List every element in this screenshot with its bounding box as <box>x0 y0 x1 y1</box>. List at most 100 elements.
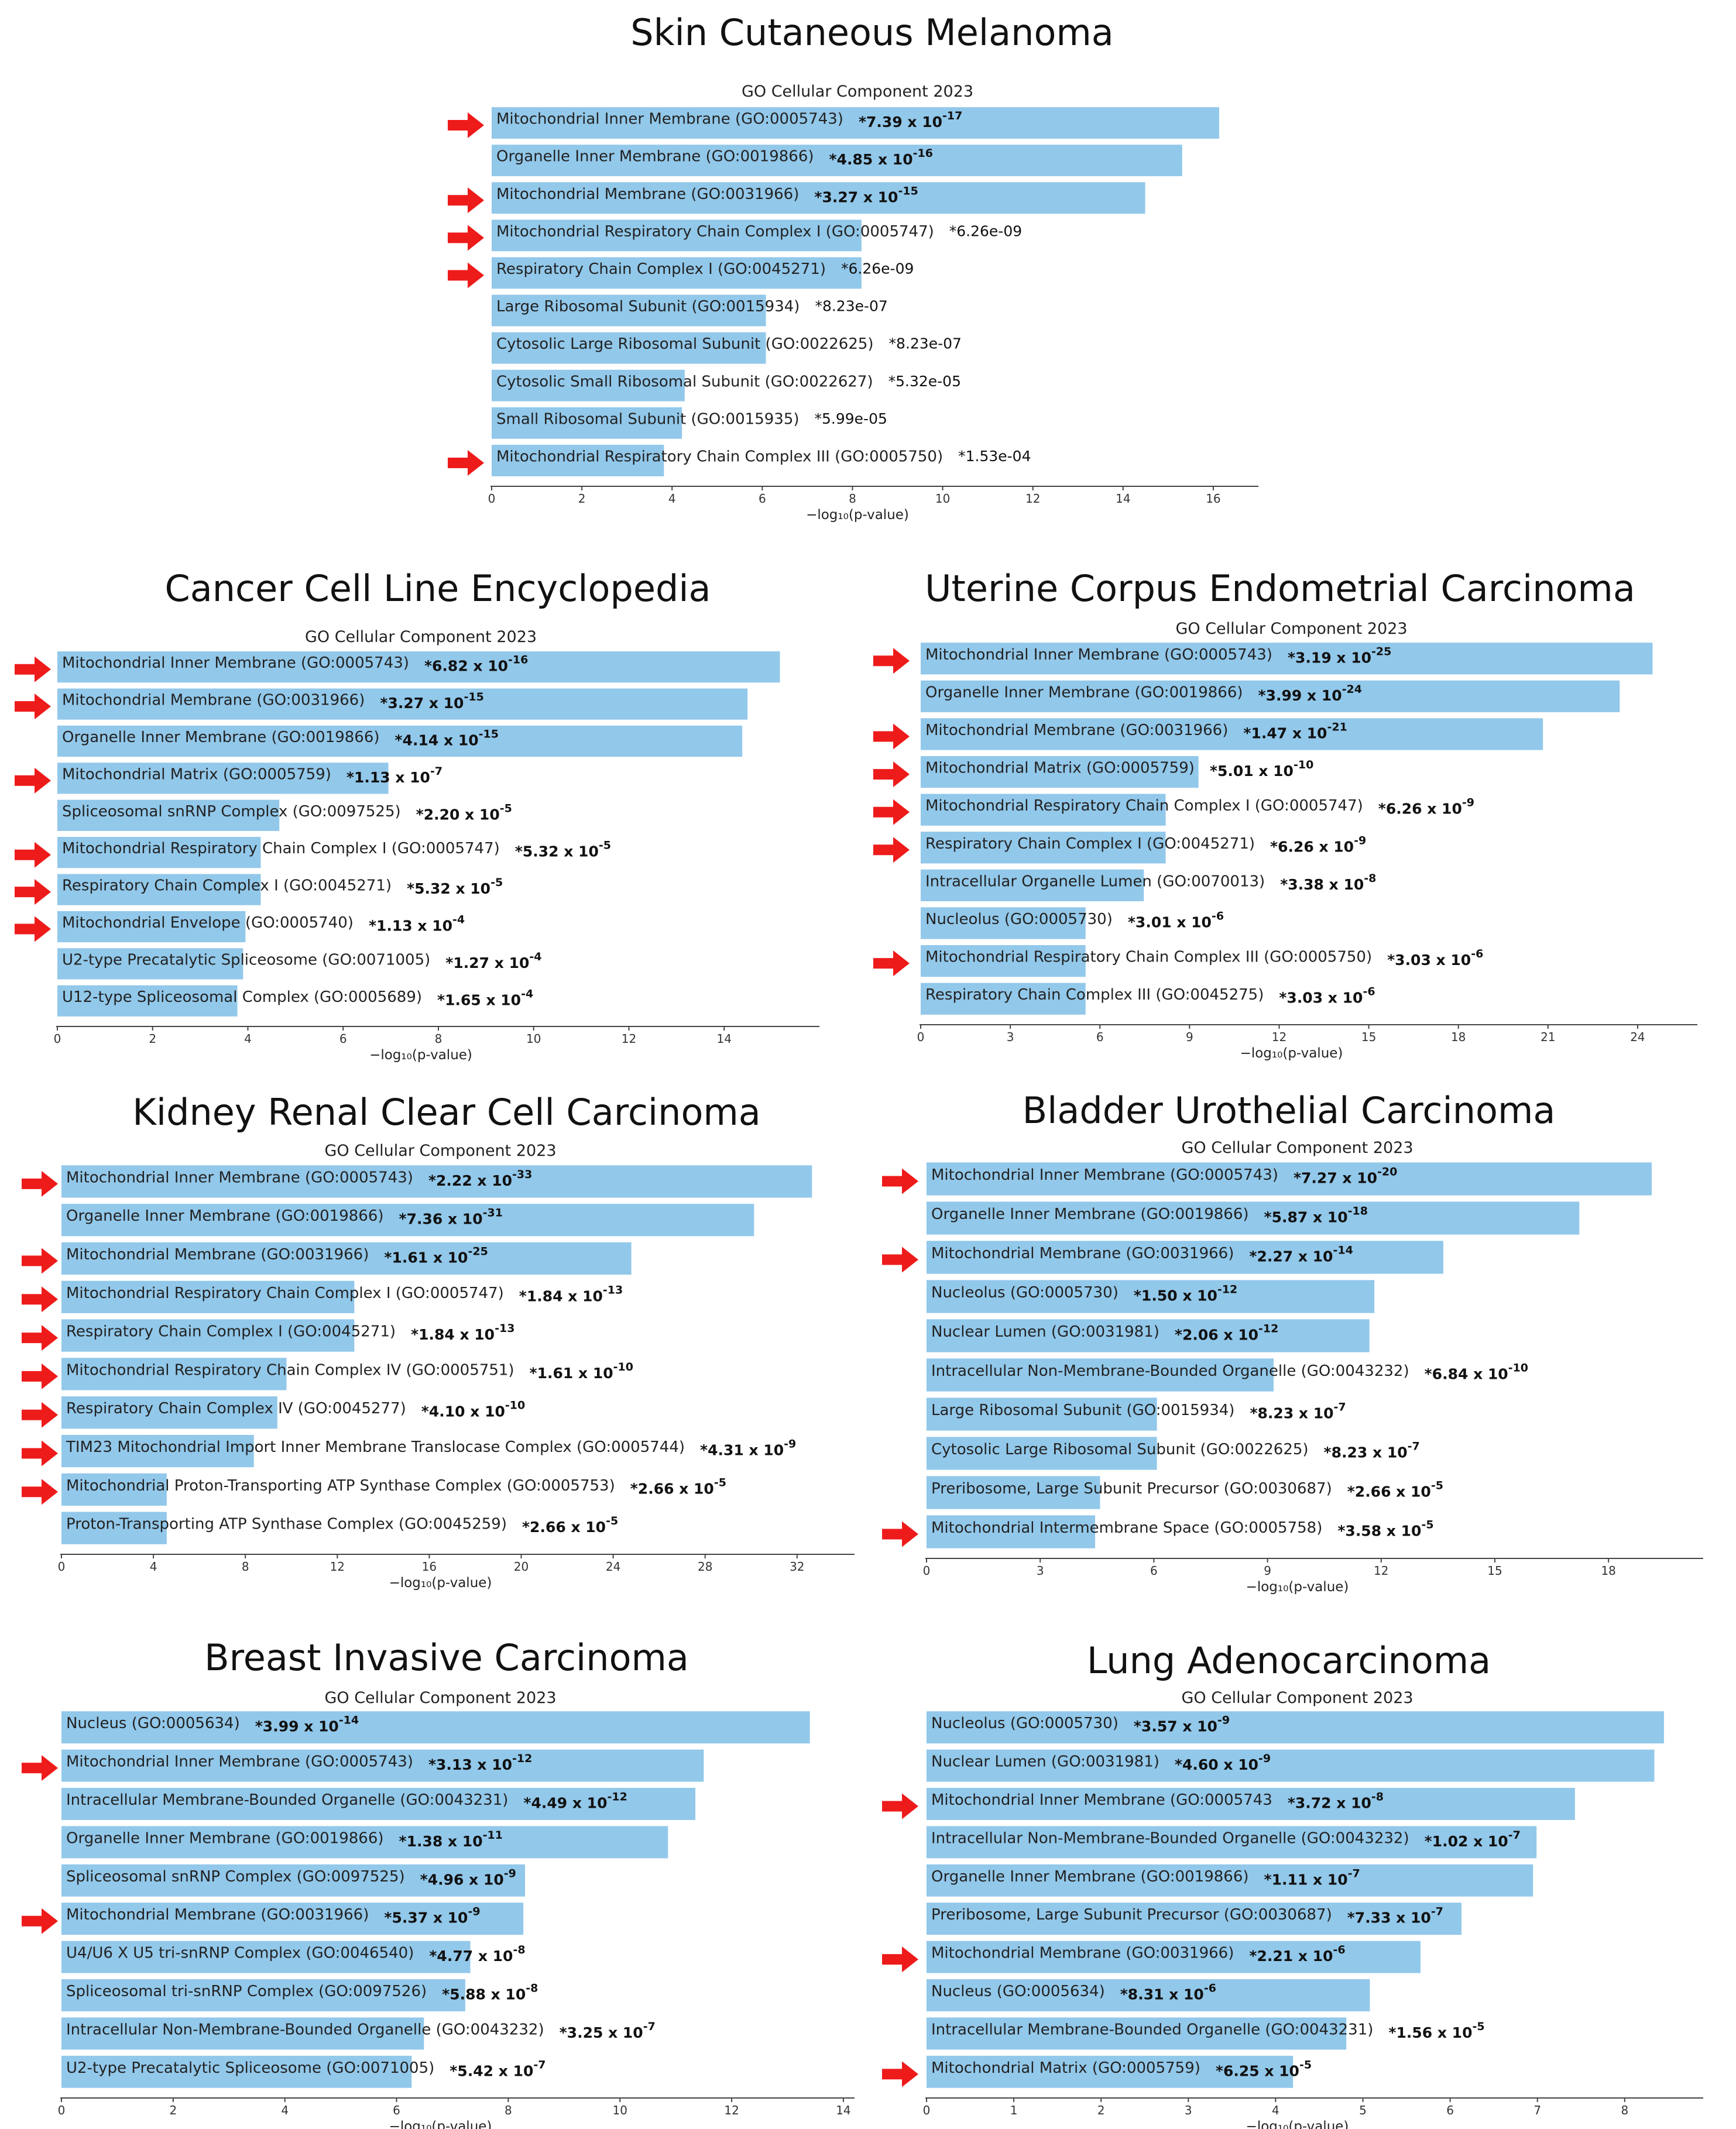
bar <box>921 983 1086 1015</box>
bar <box>927 1864 1533 1897</box>
chart-title: Uterine Corpus Endometrial Carcinoma <box>925 567 1635 610</box>
x-tick-label: 6 <box>1446 2103 1454 2117</box>
bar <box>61 1979 465 2011</box>
chart-panel: Bladder Urothelial Carcinoma GO Cellular … <box>882 1089 1703 1595</box>
bar-label: Mitochondrial Inner Membrane (GO:0005743… <box>66 1169 413 1186</box>
p-value-label: *1.27 x 10-4 <box>445 950 541 971</box>
red-arrow-icon <box>15 693 51 720</box>
red-arrow-icon <box>448 112 484 139</box>
p-value-label: *2.21 x 10-6 <box>1249 1943 1345 1965</box>
x-tick-label: 6 <box>393 2103 400 2117</box>
red-arrow-icon <box>15 842 51 868</box>
bar <box>921 869 1144 902</box>
bar <box>57 948 243 980</box>
p-value-label: *1.13 x 10-7 <box>346 764 442 786</box>
x-tick-label: 24 <box>1630 1030 1645 1044</box>
bar <box>61 1826 668 1859</box>
bar-label: Organelle Inner Membrane (GO:0019866) <box>62 729 380 746</box>
p-value-label: *2.22 x 10-33 <box>428 1167 532 1189</box>
bar-label: Mitochondrial Inner Membrane (GO:0005743… <box>931 1166 1278 1184</box>
bar <box>61 1788 696 1820</box>
bar-label: Mitochondrial Matrix (GO:0005759) <box>62 765 331 783</box>
red-arrow-icon <box>882 1168 918 1194</box>
x-tick-label: 14 <box>717 1032 732 1046</box>
p-value-label: *5.37 x 10-9 <box>384 1905 480 1927</box>
x-tick-label: 0 <box>488 492 496 506</box>
p-value-label: *3.72 x 10-8 <box>1288 1790 1384 1812</box>
bar <box>927 1241 1443 1274</box>
bar-label: Small Ribosomal Subunit (GO:0015935) <box>496 410 800 428</box>
bar-label: Respiratory Chain Complex IV (GO:0045277… <box>66 1400 406 1417</box>
x-tick-label: 0 <box>54 1032 61 1046</box>
p-value-label: *6.26 x 10-9 <box>1270 834 1366 856</box>
chart-panel: Cancer Cell Line Encyclopedia GO Cellular… <box>15 567 819 1063</box>
bar-label: Mitochondrial Membrane (GO:0031966) <box>931 1945 1234 1962</box>
red-arrow-icon <box>448 225 484 251</box>
bar-label: Mitochondrial Respiratory Chain Complex … <box>66 1361 514 1379</box>
x-tick-label: 12 <box>1272 1030 1286 1044</box>
bar <box>927 1280 1375 1313</box>
p-value-label: *3.01 x 10-6 <box>1128 909 1224 931</box>
bar-label: Organelle Inner Membrane (GO:0019866) <box>931 1206 1249 1223</box>
x-tick-label: 6 <box>1150 1564 1158 1578</box>
bar <box>57 763 389 794</box>
bar <box>921 680 1620 713</box>
red-arrow-icon <box>15 916 51 942</box>
p-value-label: *3.25 x 10-7 <box>560 2020 656 2041</box>
x-tick-label: 2 <box>169 2103 177 2117</box>
chart-subtitle: GO Cellular Component 2023 <box>1181 1689 1413 1707</box>
bar <box>492 145 1182 177</box>
p-value-label: *4.31 x 10-9 <box>700 1437 796 1459</box>
red-arrow-icon <box>22 1248 58 1274</box>
x-tick-label: 32 <box>790 1560 804 1574</box>
bar <box>61 1165 812 1198</box>
p-value-label: *4.14 x 10-15 <box>395 727 499 749</box>
p-value-label: *1.61 x 10-25 <box>384 1245 488 1266</box>
x-tick-label: 21 <box>1541 1030 1555 1044</box>
p-value-label: *5.88 x 10-8 <box>442 1982 538 2003</box>
bar <box>927 1711 1664 1744</box>
bar <box>921 643 1653 675</box>
bar <box>61 1749 704 1782</box>
bar-label: Mitochondrial Respiratory Chain Complex … <box>496 223 934 241</box>
p-value-label: *8.23 x 10-7 <box>1324 1440 1420 1461</box>
bar-label: U4/U6 X U5 tri-snRNP Complex (GO:0046540… <box>66 1945 414 1962</box>
bar-label: Nucleus (GO:0005634) <box>66 1715 240 1732</box>
bar-label: Respiratory Chain Complex I (GO:0045271) <box>66 1323 396 1341</box>
bar-label: Respiratory Chain Complex I (GO:0045271) <box>62 877 392 895</box>
bar-label: Spliceosomal snRNP Complex (GO:0097525) <box>62 803 401 820</box>
x-tick-label: 0 <box>923 1564 931 1578</box>
p-value-label: *1.13 x 10-4 <box>369 913 465 935</box>
bar-label: Organelle Inner Membrane (GO:0019866) <box>931 1868 1249 1886</box>
bar-label: Mitochondrial Membrane (GO:0031966) <box>931 1245 1234 1262</box>
bar <box>61 1434 254 1468</box>
bar-label: U12-type Spliceosomal Complex (GO:000568… <box>62 988 422 1006</box>
x-axis-label: −log₁₀(p-value) <box>1246 2119 1349 2129</box>
bar <box>61 1903 524 1935</box>
p-value-label: *4.85 x 10-16 <box>829 147 933 169</box>
bar-label: Mitochondrial Inner Membrane (GO:0005743 <box>931 1791 1272 1809</box>
bar-label: Mitochondrial Membrane (GO:0031966) <box>66 1246 369 1263</box>
bar-label: Mitochondrial Respiratory Chain Complex … <box>62 840 500 857</box>
p-value-label: *7.39 x 10-17 <box>859 109 962 131</box>
p-value-label: *1.47 x 10-21 <box>1243 720 1347 742</box>
bar-label: Mitochondrial Inner Membrane (GO:0005743… <box>66 1753 413 1771</box>
bar <box>492 182 1145 214</box>
bar-label: Respiratory Chain Complex III (GO:004527… <box>925 986 1264 1004</box>
bar <box>492 294 766 327</box>
x-tick-label: 14 <box>1116 492 1130 506</box>
red-arrow-icon <box>22 1170 58 1197</box>
bar-label: Large Ribosomal Subunit (GO:0015934) <box>931 1402 1234 1419</box>
p-value-label: *7.27 x 10-20 <box>1294 1165 1397 1187</box>
p-value-label: *5.32 x 10-5 <box>515 839 611 860</box>
p-value-label: *3.27 x 10-15 <box>814 184 918 206</box>
x-axis-label: −log₁₀(p-value) <box>1240 1046 1343 1061</box>
chart-title: Breast Invasive Carcinoma <box>204 1636 689 1679</box>
p-value-label: *6.25 x 10-5 <box>1216 2058 1312 2080</box>
bar <box>927 1979 1370 2011</box>
chart-title: Skin Cutaneous Melanoma <box>630 11 1114 54</box>
x-tick-label: 5 <box>1359 2103 1367 2117</box>
bar <box>927 1515 1096 1548</box>
x-tick-label: 4 <box>281 2103 289 2117</box>
chart-title: Cancer Cell Line Encyclopedia <box>164 567 711 610</box>
